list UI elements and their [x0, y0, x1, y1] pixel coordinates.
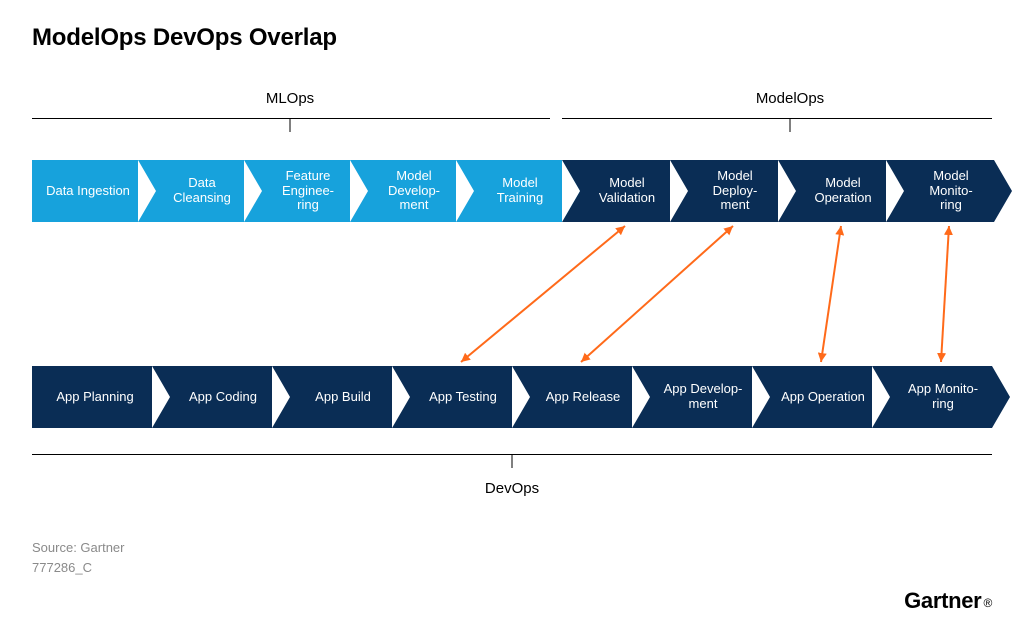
chevron-step: App Release: [512, 366, 632, 428]
chevron-label: Model Monito-ring: [914, 169, 988, 214]
chevron-step: App Monito-ring: [872, 366, 992, 428]
connector-arrow: [581, 226, 733, 362]
chevron-label: Model Operation: [806, 176, 880, 206]
chevron-label: Model Develop-ment: [378, 169, 450, 214]
chevron-label: App Develop-ment: [664, 382, 743, 412]
chevron-label: Model Deploy-ment: [698, 169, 772, 214]
chevron-step: Model Validation: [562, 160, 670, 222]
top-chevron-row: Data Ingestion Data Cleansing Feature Engi…: [32, 160, 994, 222]
chevron-step: Feature Enginee-ring: [244, 160, 350, 222]
bracket-modelops: [562, 118, 992, 132]
diagram-title: ModelOps DevOps Overlap: [32, 24, 337, 52]
gartner-logo: Gartner ®: [904, 588, 992, 614]
chevron-step: App Develop-ment: [632, 366, 752, 428]
chevron-label: App Monito-ring: [908, 382, 978, 412]
chevron-step: Model Monito-ring: [886, 160, 994, 222]
chevron-label: App Operation: [781, 390, 865, 405]
connector-arrow: [941, 226, 949, 362]
connectors-layer: [0, 0, 1024, 636]
chevron-step: Model Training: [456, 160, 562, 222]
chevron-step: Data Ingestion: [32, 160, 138, 222]
source-line-1: Source: Gartner: [32, 540, 125, 555]
section-label-devops: DevOps: [485, 480, 539, 497]
chevron-label: Data Ingestion: [46, 184, 130, 199]
chevron-step: Model Develop-ment: [350, 160, 456, 222]
chevron-label: Model Training: [484, 176, 556, 206]
chevron-label: App Testing: [429, 390, 497, 405]
chevron-step: App Planning: [32, 366, 152, 428]
gartner-logo-sub: ®: [983, 596, 992, 610]
section-label-modelops: ModelOps: [756, 90, 824, 107]
chevron-step: App Coding: [152, 366, 272, 428]
chevron-label: App Coding: [189, 390, 257, 405]
bracket-devops: [32, 454, 992, 468]
chevron-step: Model Operation: [778, 160, 886, 222]
bottom-chevron-row: App Planning App Coding App Build App Testi…: [32, 366, 992, 428]
chevron-label: App Release: [546, 390, 620, 405]
chevron-step: Model Deploy-ment: [670, 160, 778, 222]
chevron-label: App Planning: [56, 390, 133, 405]
section-label-mlops: MLOps: [266, 90, 314, 107]
chevron-label: Model Validation: [590, 176, 664, 206]
chevron-label: Feature Enginee-ring: [272, 169, 344, 214]
connector-arrow: [461, 226, 625, 362]
chevron-label: Data Cleansing: [166, 176, 238, 206]
bracket-mlops: [32, 118, 550, 132]
source-line-2: 777286_C: [32, 560, 92, 575]
diagram-canvas: ModelOps DevOps Overlap MLOps ModelOps D…: [0, 0, 1024, 636]
chevron-step: Data Cleansing: [138, 160, 244, 222]
gartner-logo-text: Gartner: [904, 588, 981, 614]
chevron-step: App Testing: [392, 366, 512, 428]
chevron-step: App Operation: [752, 366, 872, 428]
chevron-step: App Build: [272, 366, 392, 428]
connector-arrow: [821, 226, 841, 362]
chevron-label: App Build: [315, 390, 371, 405]
